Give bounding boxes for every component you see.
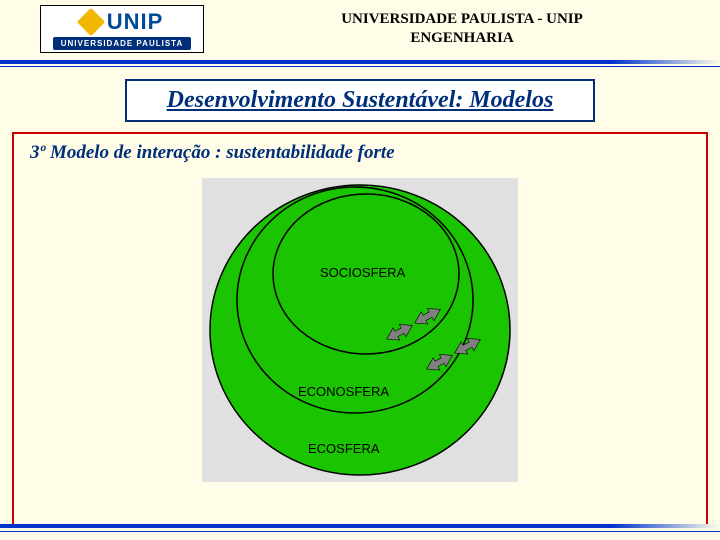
nested-circles-diagram: ECOSFERA ECONOSFERA SOCIOSFERA <box>190 170 530 490</box>
header-title-line2: ENGENHARIA <box>410 30 513 46</box>
divider-thick <box>0 60 720 64</box>
header-title-line1: UNIVERSIDADE PAULISTA - UNIP <box>341 11 583 27</box>
header-title: UNIVERSIDADE PAULISTA - UNIP ENGENHARIA <box>204 10 720 49</box>
header-row: UNIP UNIVERSIDADE PAULISTA UNIVERSIDADE … <box>0 0 720 58</box>
circles-group <box>210 185 510 475</box>
slide-title-wrap: Desenvolvimento Sustentável: Modelos <box>0 79 720 122</box>
circle-label-sociosfera: SOCIOSFERA <box>320 265 406 280</box>
circle-label-ecosfera: ECOSFERA <box>308 441 380 456</box>
logo-main-text: UNIP <box>107 9 164 35</box>
divider-thin <box>0 66 720 67</box>
slide-title: Desenvolvimento Sustentável: Modelos <box>125 79 596 122</box>
circle-label-econosfera: ECONOSFERA <box>298 384 389 399</box>
content-box: 3º Modelo de interação : sustentabilidad… <box>12 132 708 527</box>
bottom-divider-thin <box>0 531 720 532</box>
logo-top: UNIP <box>81 9 164 35</box>
logo-diamond-icon <box>77 7 105 35</box>
logo-sub-text: UNIVERSIDADE PAULISTA <box>53 37 192 50</box>
bottom-divider-thick <box>0 524 720 528</box>
subtitle: 3º Modelo de interação : sustentabilidad… <box>30 142 690 164</box>
logo-box: UNIP UNIVERSIDADE PAULISTA <box>40 5 204 53</box>
